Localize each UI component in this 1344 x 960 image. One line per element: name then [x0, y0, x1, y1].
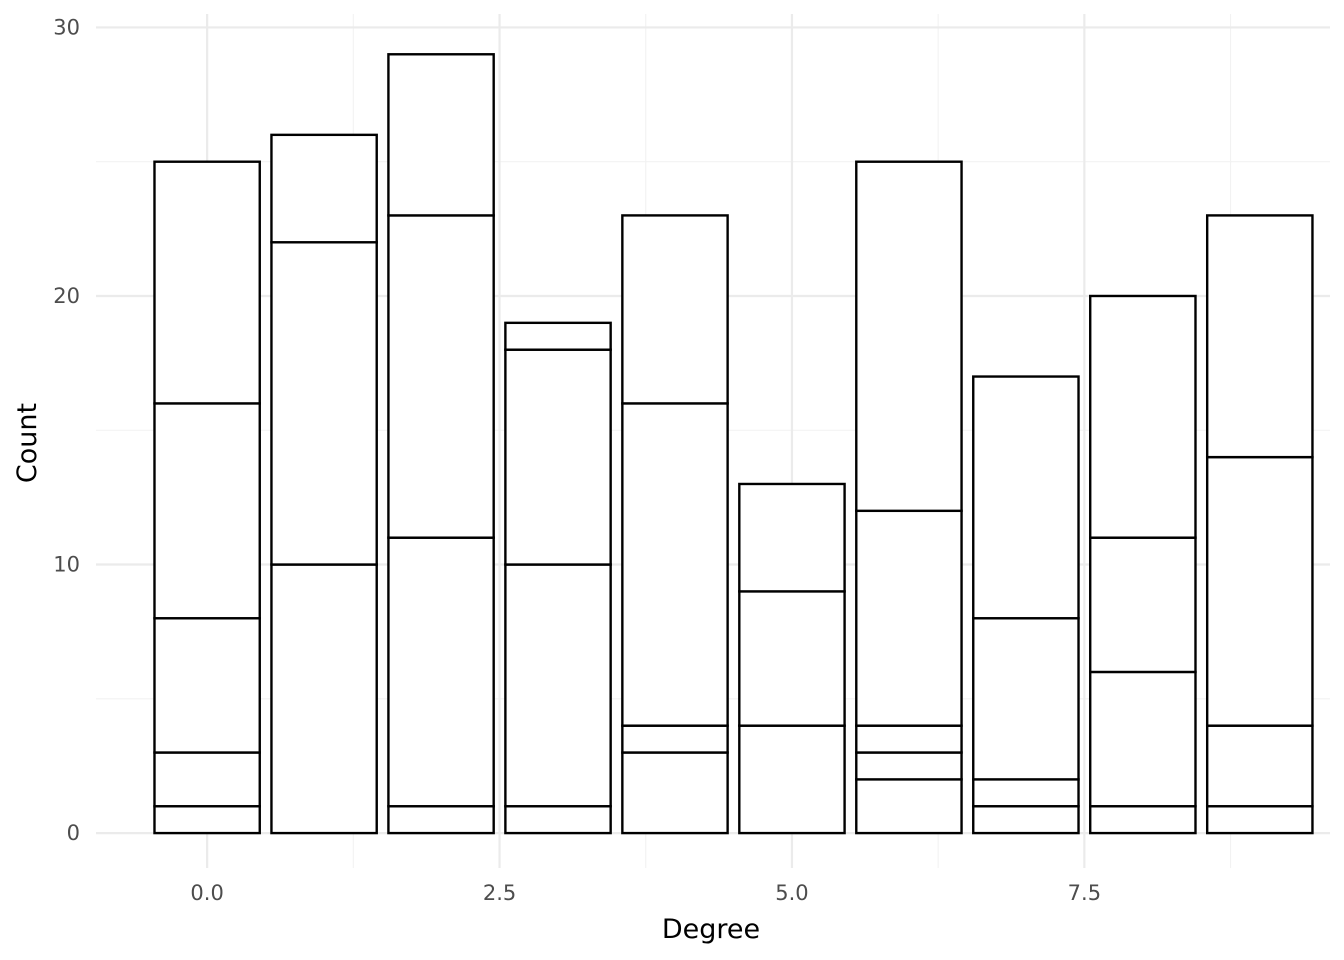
bar-segment-0-4 [153, 160, 261, 405]
bar-segment-4-0 [621, 751, 729, 835]
bar-segment-4-2 [621, 402, 729, 727]
bar-segment-5-2 [738, 482, 846, 593]
bar-segment-0-1 [153, 751, 261, 808]
x-tick-label: 2.5 [483, 881, 516, 905]
bar-segment-8-3 [1089, 294, 1197, 539]
bar-segment-2-3 [387, 53, 495, 217]
bar-segment-6-4 [855, 160, 963, 513]
bar-segment-3-0 [504, 805, 612, 835]
bar-segment-7-0 [972, 805, 1080, 835]
bar-segment-0-0 [153, 805, 261, 835]
bar-segment-7-1 [972, 778, 1080, 808]
bar-segment-9-3 [1205, 214, 1314, 459]
bar-segment-6-1 [855, 751, 963, 781]
x-axis-title: Degree [662, 914, 760, 945]
bar-segment-6-3 [855, 509, 963, 727]
bar-segment-3-2 [504, 348, 612, 566]
bar-segment-2-1 [387, 536, 495, 808]
bar-segment-8-0 [1089, 805, 1197, 835]
bar-segment-1-2 [270, 133, 378, 244]
bar-segment-4-1 [621, 724, 729, 754]
bar-segment-8-2 [1089, 536, 1197, 674]
bar-segment-5-1 [738, 590, 846, 727]
bar-segment-6-2 [855, 724, 963, 754]
y-tick-label: 20 [53, 284, 80, 308]
bar-segment-2-2 [387, 214, 495, 539]
bar-segment-7-3 [972, 375, 1080, 620]
bar-segment-7-2 [972, 617, 1080, 781]
bar-segment-5-0 [738, 724, 846, 835]
bar-segment-1-1 [270, 241, 378, 566]
bar-segment-0-3 [153, 402, 261, 620]
bar-segment-3-1 [504, 563, 612, 808]
y-tick-label: 0 [67, 821, 80, 845]
x-tick-label: 5.0 [775, 881, 808, 905]
bar-segment-2-0 [387, 805, 495, 835]
bar-segment-6-0 [855, 778, 963, 835]
bar-segment-4-3 [621, 214, 729, 405]
y-axis-title: Count [12, 403, 43, 483]
bars [153, 53, 1314, 835]
bar-segment-9-1 [1205, 724, 1314, 808]
bar-segment-1-0 [270, 563, 378, 835]
x-tick-label: 7.5 [1068, 881, 1101, 905]
bar-segment-9-0 [1205, 805, 1314, 835]
bar-segment-0-2 [153, 617, 261, 754]
bar-segment-3-3 [504, 321, 612, 351]
bar-segment-9-2 [1205, 455, 1314, 727]
y-tick-label: 30 [53, 15, 80, 39]
y-tick-label: 10 [53, 553, 80, 577]
x-tick-label: 0.0 [190, 881, 223, 905]
y-axis-ticks: 0 10 20 30 [53, 15, 80, 845]
bar-segment-8-1 [1089, 670, 1197, 808]
x-axis-ticks: 0.0 2.5 5.0 7.5 [190, 881, 1101, 905]
